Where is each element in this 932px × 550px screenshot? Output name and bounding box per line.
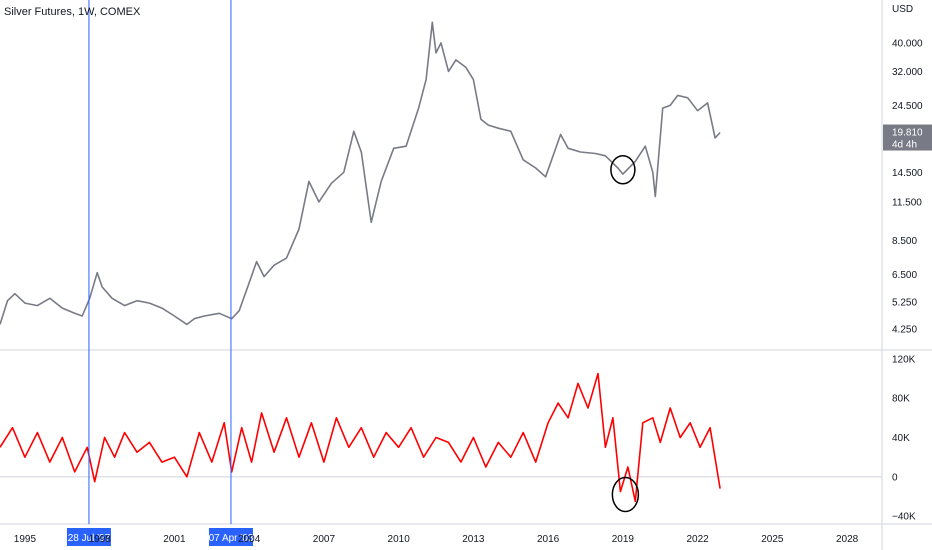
x-tick-label: 2025 (761, 534, 784, 545)
countdown-label: 4d 4h (892, 140, 917, 151)
x-tick-label: 1995 (14, 534, 37, 545)
y-tick-label: 11.500 (892, 197, 922, 208)
axes-group: USD40.00032.00024.50019.00014.50011.5008… (14, 4, 932, 545)
last-price-badge-bg (883, 124, 932, 151)
osc-y-tick-label: 0 (892, 472, 898, 483)
last-price-label: 19.810 (892, 128, 923, 139)
x-tick-label: 1998 (89, 534, 112, 545)
osc-y-tick-label: 120K (892, 354, 916, 365)
osc-y-tick-label: −40K (892, 512, 916, 523)
x-tick-label: 2007 (313, 534, 336, 545)
osc-y-tick-label: 40K (892, 433, 910, 444)
y-tick-label: 14.500 (892, 168, 923, 179)
date-badge-label: 28 Jul '97 (68, 533, 111, 544)
x-tick-label: 2019 (612, 534, 635, 545)
x-tick-label: 2022 (687, 534, 710, 545)
x-tick-label: 2028 (836, 534, 859, 545)
chart-legend-title: Silver Futures, 1W, COMEX (4, 6, 141, 18)
price-series-group (0, 21, 721, 326)
oscillator-series-line (0, 372, 721, 503)
y-tick-label: 40.000 (892, 38, 923, 49)
y-tick-label: 5.250 (892, 297, 917, 308)
y-tick-label: 24.500 (892, 101, 923, 112)
y-tick-label: 32.000 (892, 67, 923, 78)
oscillator-series-group (0, 372, 721, 503)
date-badge-bg (66, 528, 111, 546)
oscillator-circle-annotation (611, 476, 640, 513)
y-tick-label: 4.250 (892, 324, 917, 335)
annotations-group: 28 Jul '97 07 Apr '03 (66, 0, 640, 546)
y-axis-currency: USD (892, 4, 913, 15)
x-tick-label: 2010 (388, 534, 411, 545)
osc-y-tick-label: 80K (892, 394, 910, 405)
price-circle-annotation (610, 154, 636, 185)
x-tick-label: 2004 (238, 534, 261, 545)
date-badge-bg (208, 528, 253, 546)
x-tick-label: 2013 (462, 534, 485, 545)
x-tick-label: 2001 (163, 534, 186, 545)
price-series-line (0, 21, 721, 326)
y-tick-label: 8.500 (892, 236, 917, 247)
y-tick-label: 6.500 (892, 270, 917, 281)
x-tick-label: 2016 (537, 534, 560, 545)
date-badge-label: 07 Apr '03 (209, 533, 254, 544)
